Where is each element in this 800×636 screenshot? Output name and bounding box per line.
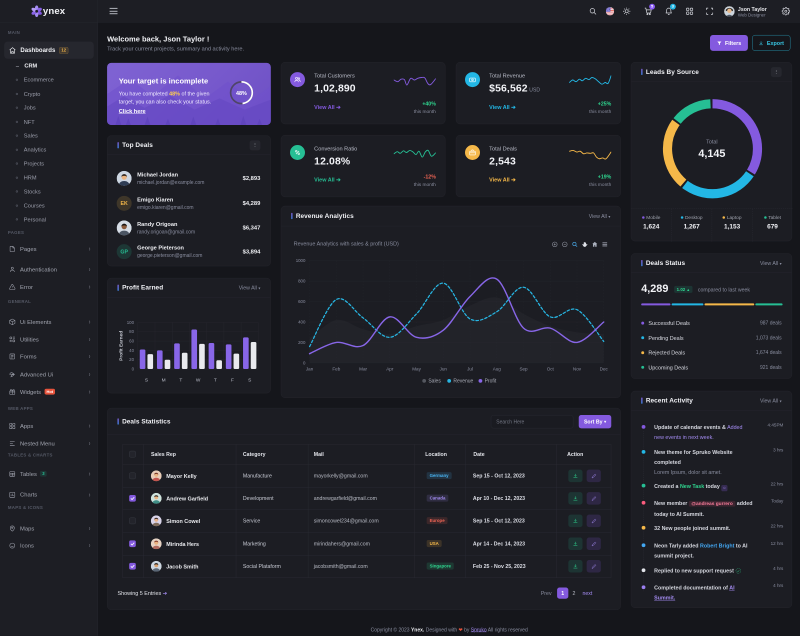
svg-text:0: 0 bbox=[132, 367, 135, 372]
svg-text:Jun: Jun bbox=[440, 366, 448, 371]
svg-text:Mar: Mar bbox=[359, 366, 367, 371]
svg-text:T: T bbox=[214, 378, 217, 384]
svg-text:W: W bbox=[196, 378, 201, 384]
svg-text:Revenue: Revenue bbox=[453, 379, 473, 385]
svg-text:200: 200 bbox=[298, 340, 306, 345]
svg-text:600: 600 bbox=[298, 299, 306, 304]
svg-text:Feb: Feb bbox=[332, 366, 340, 371]
svg-text:1000: 1000 bbox=[296, 258, 306, 263]
svg-text:48%: 48% bbox=[236, 91, 247, 97]
svg-text:Profit: Profit bbox=[485, 379, 497, 385]
svg-text:80: 80 bbox=[129, 329, 134, 334]
svg-text:20: 20 bbox=[129, 357, 134, 362]
svg-text:Nov: Nov bbox=[573, 366, 582, 371]
svg-text:Jan: Jan bbox=[306, 366, 314, 371]
svg-text:800: 800 bbox=[298, 279, 306, 284]
svg-text:Dec: Dec bbox=[600, 366, 609, 371]
svg-text:Profit Earned: Profit Earned bbox=[119, 331, 125, 361]
svg-text:Oct: Oct bbox=[547, 366, 555, 371]
svg-text:S: S bbox=[145, 378, 148, 384]
svg-text:T: T bbox=[179, 378, 182, 384]
svg-text:100: 100 bbox=[127, 320, 135, 325]
svg-text:0: 0 bbox=[303, 360, 306, 365]
svg-text:Jul: Jul bbox=[467, 366, 473, 371]
svg-text:M: M bbox=[162, 378, 166, 384]
svg-text:May: May bbox=[412, 366, 421, 371]
svg-text:40: 40 bbox=[129, 348, 134, 353]
svg-text:S: S bbox=[248, 378, 251, 384]
svg-text:400: 400 bbox=[298, 319, 306, 324]
svg-text:Sales: Sales bbox=[428, 379, 441, 385]
svg-text:Aug: Aug bbox=[493, 366, 502, 371]
svg-text:60: 60 bbox=[129, 339, 134, 344]
svg-text:Apr: Apr bbox=[386, 366, 394, 371]
svg-text:Sep: Sep bbox=[519, 366, 528, 371]
svg-text:F: F bbox=[231, 378, 234, 384]
